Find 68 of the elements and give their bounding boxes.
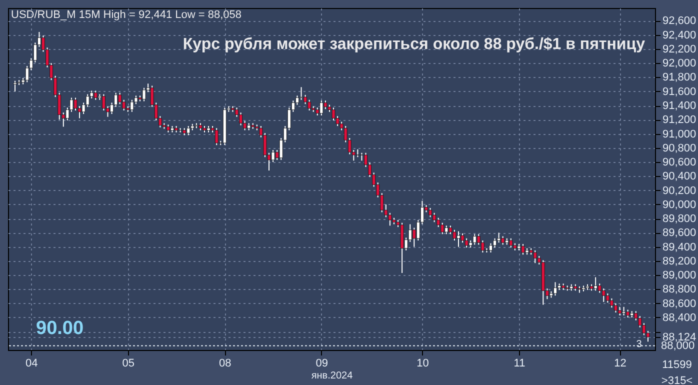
- y-tick-label: 91,200: [662, 114, 696, 126]
- y-tick-label: 88,600: [662, 298, 696, 310]
- candlestick: [610, 298, 614, 308]
- y-tick-label: 90,600: [662, 156, 696, 169]
- candlestick: [400, 222, 404, 274]
- x-tick-label: 08: [219, 358, 232, 370]
- y-tick-label: 89,200: [662, 255, 696, 268]
- y-tick-label: 92,200: [662, 43, 696, 56]
- annotation: 90.00: [36, 318, 84, 339]
- candlestick: [533, 250, 537, 264]
- y-tick-label: 88,400: [662, 312, 696, 324]
- x-tick-label: 09: [316, 358, 328, 370]
- candlestick: [142, 87, 146, 102]
- candlestick: [493, 238, 496, 248]
- y-tick-label: 89,600: [662, 227, 696, 240]
- candlestick: [118, 92, 122, 105]
- candlestick: [130, 99, 134, 112]
- candlestick: [214, 128, 218, 146]
- candlestick: [472, 234, 476, 246]
- candlestick: [509, 238, 513, 248]
- chart-subtitle: USD/RUB_M 15M High = 92,441 Low = 88,058: [11, 9, 242, 21]
- y-tick-label: 89,000: [662, 270, 696, 282]
- candlestick: [521, 244, 525, 256]
- x-axis-title: янв.2024: [311, 370, 354, 382]
- candlestick: [489, 242, 492, 253]
- x-tick-label: 10: [416, 358, 429, 370]
- text: Курс рубля может закрепиться около 88 руб./$1 в пятницу: [182, 36, 646, 53]
- y-tick-label: 89,400: [662, 241, 696, 254]
- candlestick: [594, 276, 598, 292]
- candlestick: [320, 100, 324, 116]
- y-tick-label: 90,400: [662, 170, 696, 183]
- ref-line-label: 88,000: [661, 340, 695, 352]
- candlestick: [497, 232, 501, 244]
- y-tick-label: 90,800: [662, 142, 696, 154]
- candlestick: [480, 240, 484, 253]
- y-tick-label: 91,400: [662, 100, 696, 112]
- candlestick: [428, 207, 432, 218]
- x-tick-label: 04: [26, 358, 38, 370]
- candlestick: [13, 80, 17, 92]
- y-tick-label: 91,600: [662, 86, 696, 98]
- text: 11599: [662, 359, 692, 371]
- y-tick-label: 90,200: [662, 184, 696, 197]
- x-tick-label: 12: [614, 358, 626, 370]
- y-tick-label: 90,000: [662, 198, 696, 211]
- y-tick-label: 92,400: [662, 29, 696, 42]
- y-tick-label: 92,000: [662, 58, 696, 70]
- y-tick-label: 89,800: [662, 213, 696, 226]
- y-tick-label: 91,800: [662, 72, 696, 84]
- candlestick: [602, 288, 606, 302]
- candlestick: [440, 222, 444, 235]
- candlestick: [94, 90, 98, 100]
- candlestick: [614, 302, 618, 314]
- annotation: 3: [636, 339, 642, 350]
- y-tick-label: 91,000: [662, 128, 696, 140]
- text: >315<: [661, 375, 693, 385]
- candlestick: [456, 230, 460, 248]
- y-tick-label: 92,600: [662, 15, 696, 28]
- candlestick: [308, 99, 312, 111]
- candlestick: [186, 126, 190, 136]
- candlestick: [432, 212, 436, 223]
- y-tick-label: 88,800: [662, 284, 696, 296]
- candlestick: [606, 292, 610, 304]
- x-tick-label: 11: [514, 358, 526, 370]
- candlestick: [300, 86, 303, 100]
- x-tick-label: 05: [122, 358, 135, 370]
- candlestick: [460, 232, 464, 244]
- candlestick: [464, 238, 468, 248]
- candlestick: [554, 282, 557, 296]
